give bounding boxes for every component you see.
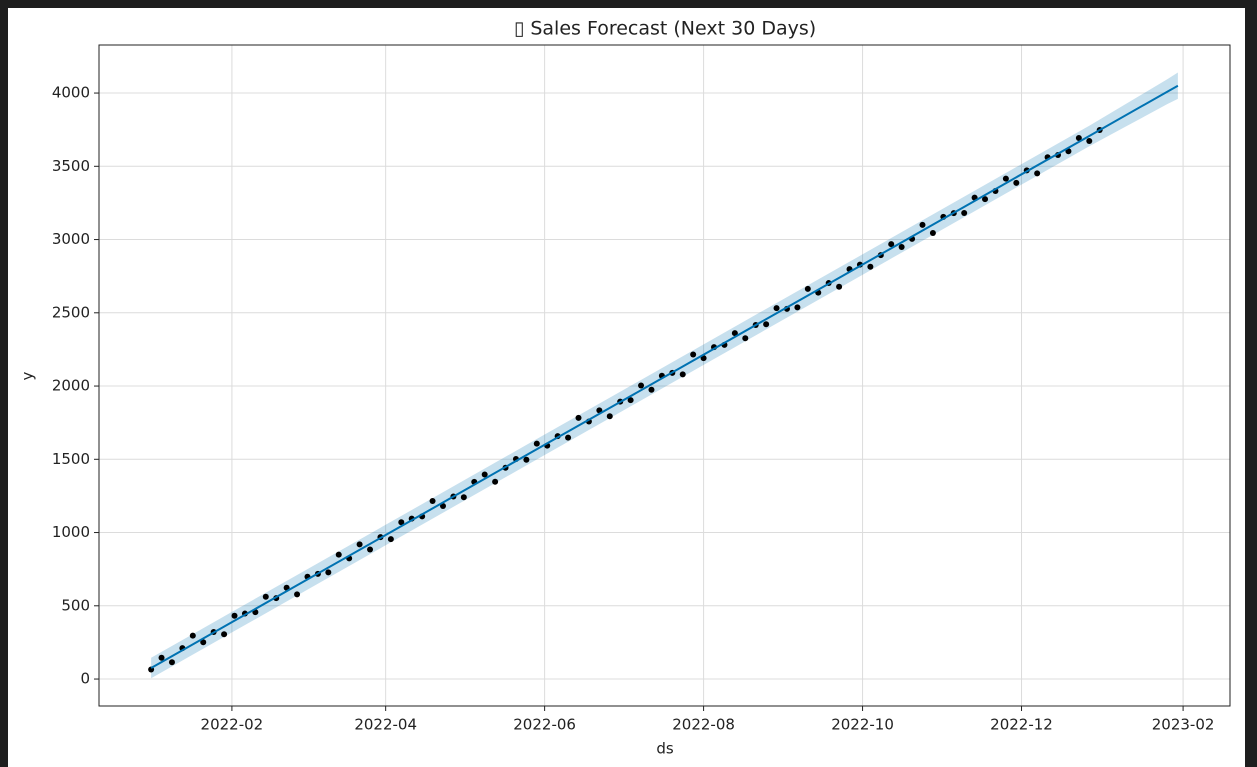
- y-axis-label: y: [19, 371, 37, 380]
- data-point: [606, 413, 613, 420]
- y-tick-label: 2500: [52, 303, 90, 321]
- data-point: [763, 321, 770, 328]
- data-point: [836, 283, 843, 290]
- forecast-line: [150, 84, 1179, 669]
- y-tick-label: 0: [80, 670, 90, 688]
- data-point: [794, 304, 801, 311]
- data-point: [533, 440, 540, 447]
- data-point: [919, 221, 926, 228]
- data-point: [1034, 170, 1041, 177]
- data-point: [1013, 179, 1020, 186]
- data-point: [565, 434, 572, 441]
- data-point: [638, 382, 645, 389]
- data-point: [168, 659, 175, 666]
- data-point: [523, 456, 530, 463]
- chart-title: ▯ Sales Forecast (Next 30 Days): [514, 18, 816, 40]
- y-tick-label: 4000: [52, 84, 90, 102]
- x-tick-label: 2022-10: [831, 716, 894, 734]
- x-tick-label: 2023-02: [1152, 716, 1215, 734]
- data-point: [773, 305, 780, 312]
- y-tick-label: 3500: [52, 157, 90, 175]
- data-point: [439, 503, 446, 510]
- data-point: [189, 632, 196, 639]
- x-tick-label: 2022-06: [513, 716, 576, 734]
- data-point: [898, 244, 905, 251]
- data-point: [335, 551, 342, 558]
- data-point: [1086, 137, 1093, 144]
- x-tick-label: 2022-02: [201, 716, 264, 734]
- x-tick-label: 2022-08: [672, 716, 735, 734]
- data-point: [200, 639, 207, 646]
- data-point: [398, 519, 405, 526]
- x-tick-label: 2022-04: [354, 716, 417, 734]
- data-point: [262, 593, 269, 600]
- data-point: [690, 351, 697, 358]
- data-point: [158, 654, 165, 661]
- data-point: [575, 414, 582, 421]
- x-tick-label: 2022-12: [990, 716, 1053, 734]
- x-axis-label: ds: [656, 740, 674, 758]
- data-point: [648, 386, 655, 393]
- data-point: [929, 229, 936, 236]
- data-point: [1075, 135, 1082, 142]
- data-point: [231, 612, 238, 619]
- data-point: [367, 546, 374, 553]
- data-point: [1002, 175, 1009, 182]
- y-tick-label: 1000: [52, 523, 90, 541]
- data-point: [888, 241, 895, 248]
- data-point: [221, 631, 228, 638]
- y-tick-label: 2000: [52, 377, 90, 395]
- data-point: [731, 330, 738, 337]
- data-point: [627, 397, 634, 404]
- y-tick-label: 3000: [52, 230, 90, 248]
- data-point: [356, 541, 363, 548]
- data-point: [742, 335, 749, 342]
- data-point: [804, 285, 811, 292]
- figure-background: [8, 8, 1245, 767]
- y-tick-label: 1500: [52, 450, 90, 468]
- data-point: [325, 569, 332, 576]
- data-point: [492, 478, 499, 485]
- data-point: [481, 471, 488, 478]
- data-point: [961, 210, 968, 217]
- data-point: [867, 263, 874, 270]
- data-point: [982, 196, 989, 203]
- y-tick-label: 500: [61, 596, 90, 614]
- data-point: [294, 591, 301, 598]
- data-point: [460, 494, 467, 501]
- data-point: [429, 498, 436, 505]
- plot-frame: [98, 44, 1231, 707]
- data-point: [387, 536, 394, 543]
- data-point: [679, 371, 686, 378]
